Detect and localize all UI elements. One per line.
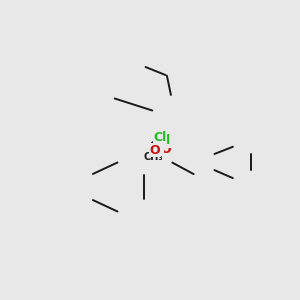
Text: Cl: Cl — [154, 131, 167, 144]
Text: O: O — [150, 144, 160, 157]
Text: O: O — [160, 143, 171, 156]
Text: O: O — [150, 144, 160, 157]
Text: Cl: Cl — [158, 134, 171, 147]
Text: O: O — [157, 143, 168, 157]
Text: O
CH₃: O CH₃ — [143, 140, 163, 162]
